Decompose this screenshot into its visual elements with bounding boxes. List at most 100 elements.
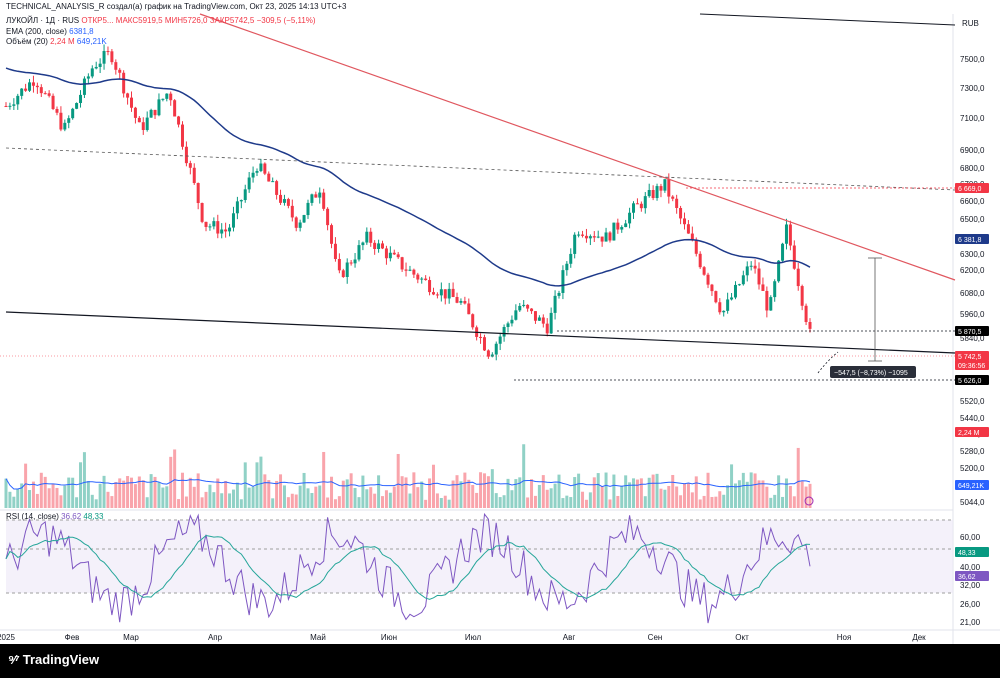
volume-bar	[628, 482, 632, 508]
candle-body	[294, 217, 298, 228]
candle-body	[396, 254, 400, 258]
volume-bar	[165, 486, 169, 508]
candle-body	[75, 103, 79, 109]
volume-bar	[557, 474, 561, 508]
candle-body	[126, 93, 130, 98]
candle-body	[263, 163, 267, 174]
volume-bar	[592, 477, 596, 508]
candle-body	[679, 207, 683, 219]
legend-ema[interactable]: EMA (200, close) 6381,8	[6, 27, 94, 37]
candle-body	[169, 93, 173, 101]
volume-bar	[682, 483, 686, 508]
tradingview-logo-text: TradingView	[22, 652, 100, 667]
volume-bar	[290, 493, 294, 508]
time-axis-label: 2025	[0, 633, 15, 642]
volume-bar	[804, 486, 808, 508]
legend-volume-value: 2,24 M	[50, 37, 75, 46]
measure-label: −547,5 (−8,73%) −1095	[834, 370, 908, 377]
volume-bar	[537, 484, 541, 508]
volume-bar	[726, 485, 730, 508]
candle-body	[584, 235, 588, 239]
candle-body	[4, 106, 8, 108]
resistance-trendline	[199, 13, 956, 281]
candle-body	[490, 354, 494, 357]
volume-bar	[243, 462, 247, 508]
time-axis-label: Фев	[65, 633, 80, 642]
volume-bar	[757, 480, 761, 508]
candle-body	[71, 108, 75, 119]
volume-bar	[373, 493, 377, 508]
candle-body	[12, 104, 16, 106]
volume-bar	[451, 480, 455, 508]
volume-bar	[639, 478, 643, 508]
volume-bar	[518, 477, 522, 508]
volume-bar	[694, 476, 698, 508]
time-axis-label: Июн	[381, 633, 397, 642]
volume-bar	[714, 496, 718, 508]
candle-body	[369, 231, 373, 243]
rsi-band	[6, 520, 953, 593]
price-tag-label: 6 381,8	[958, 237, 981, 244]
candle-body	[173, 100, 177, 117]
volume-bar	[706, 472, 710, 508]
volume-bar	[408, 493, 412, 508]
volume-bar	[749, 472, 753, 508]
candle-body	[757, 268, 761, 285]
candle-body	[318, 192, 322, 198]
candle-body	[592, 236, 596, 238]
tradingview-logo[interactable]: ⁹⁄⁷ TradingView	[8, 652, 99, 667]
legend-volume[interactable]: Объём (20) 2,24 M 649,21K	[6, 37, 107, 47]
volume-bar	[549, 488, 553, 508]
time-axis-label: Мар	[123, 633, 139, 642]
candle-body	[784, 224, 788, 244]
volume-bar	[86, 481, 90, 508]
candle-body	[392, 252, 396, 255]
price-tag-bg	[955, 351, 989, 361]
candle-body	[498, 336, 502, 344]
candle-body	[157, 99, 161, 116]
candle-body	[459, 301, 463, 303]
rsi-axis-label: 26,00	[960, 600, 981, 609]
volume-bar	[565, 495, 569, 508]
time-axis-label: Авг	[563, 633, 576, 642]
price-axis-label: 6600,0	[960, 197, 985, 206]
volume-bar	[16, 488, 20, 508]
volume-bar	[769, 497, 773, 508]
volume-bar	[94, 499, 98, 508]
volume-bar	[126, 476, 130, 508]
candle-body	[686, 224, 690, 234]
volume-bar	[588, 492, 592, 508]
candle-body	[694, 240, 698, 254]
candle-body	[643, 196, 647, 209]
chart-header: TECHNICAL_ANALYSIS_R создал(а) график на…	[0, 0, 1000, 14]
price-tag-label: 09:36:56	[958, 363, 985, 370]
volume-bar	[47, 488, 51, 508]
price-axis-label: 6800,0	[960, 164, 985, 173]
chart-canvas[interactable]: −547,5 (−8,73%) −1095 7500,0 7300,0 7100,0 6…	[0, 0, 1000, 644]
candle-body	[753, 265, 757, 269]
volume-bar	[235, 482, 239, 508]
price-tag-bg	[955, 571, 989, 581]
candle-body	[604, 232, 608, 242]
legend-rsi[interactable]: RSI (14, close) 36,62 48,33	[6, 512, 103, 522]
volume-bar	[659, 488, 663, 508]
candle-body	[63, 122, 67, 130]
candle-body	[275, 181, 279, 195]
volume-bar	[467, 479, 471, 508]
candle-body	[549, 312, 553, 334]
candle-body	[424, 278, 428, 281]
candle-body	[541, 317, 545, 324]
candle-body	[259, 163, 263, 172]
volume-bar	[690, 492, 694, 508]
candle-body	[224, 229, 228, 232]
volume-bar	[90, 494, 94, 508]
legend-volume-ma: 649,21K	[76, 37, 107, 46]
candle-body	[345, 262, 349, 277]
candle-body	[286, 199, 290, 206]
candle-body	[514, 310, 518, 320]
candle-body	[561, 270, 565, 293]
volume-bar	[337, 496, 341, 508]
candle-body	[718, 302, 722, 313]
candle-body	[428, 280, 432, 293]
candle-body	[137, 117, 141, 123]
